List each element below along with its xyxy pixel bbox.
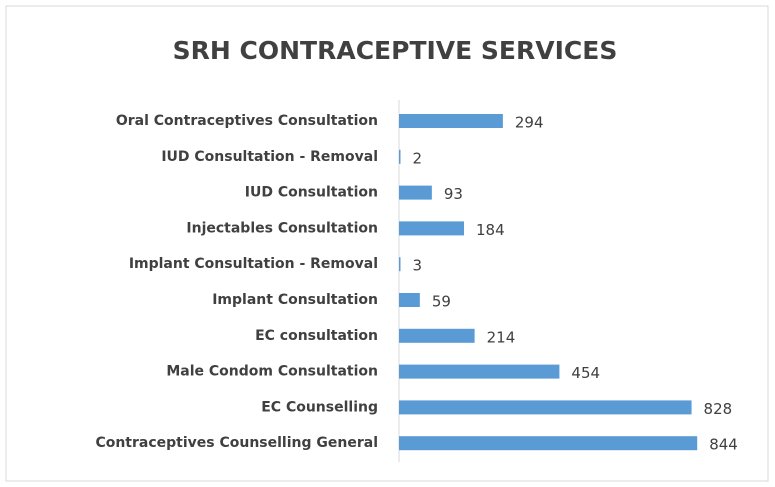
category-label: Oral Contraceptives Consultation bbox=[116, 113, 378, 129]
value-label: 454 bbox=[571, 364, 600, 382]
value-label: 2 bbox=[413, 149, 423, 167]
value-label: 294 bbox=[515, 114, 544, 132]
chart-title: SRH CONTRACEPTIVE SERVICES bbox=[173, 36, 618, 65]
bar bbox=[399, 185, 432, 200]
category-label: Contraceptives Counselling General bbox=[95, 435, 378, 451]
bar bbox=[399, 400, 692, 415]
bar bbox=[399, 221, 465, 236]
bar bbox=[399, 328, 475, 343]
category-label: IUD Consultation - Removal bbox=[161, 149, 378, 165]
category-label: EC consultation bbox=[255, 328, 378, 344]
value-label: 93 bbox=[444, 185, 463, 203]
value-label: 3 bbox=[413, 257, 423, 275]
category-label: Male Condom Consultation bbox=[166, 364, 378, 380]
category-label: IUD Consultation bbox=[245, 185, 378, 201]
bar bbox=[399, 436, 698, 451]
category-label: EC Counselling bbox=[261, 399, 378, 415]
bar bbox=[399, 364, 560, 379]
value-label: 828 bbox=[704, 400, 733, 418]
category-label: Implant Consultation - Removal bbox=[129, 256, 378, 272]
value-label: 844 bbox=[709, 436, 738, 454]
bar bbox=[399, 149, 401, 164]
bar bbox=[399, 114, 503, 128]
value-label: 59 bbox=[432, 293, 451, 311]
value-label: 214 bbox=[487, 328, 516, 346]
bar bbox=[399, 293, 420, 307]
category-label: Implant Consultation bbox=[212, 292, 378, 308]
category-label: Injectables Consultation bbox=[186, 220, 378, 236]
value-label: 184 bbox=[476, 221, 505, 239]
bar bbox=[399, 257, 401, 272]
